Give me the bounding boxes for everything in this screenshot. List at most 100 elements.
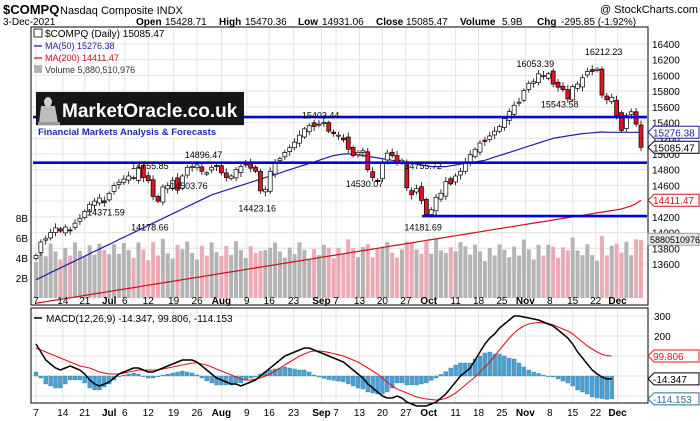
macd-hist-bar (511, 358, 517, 377)
close-last-badge-text: 15085.47 (653, 143, 695, 154)
price-annotation: 14755.85 (131, 161, 169, 171)
open-value: 15428.71 (165, 17, 207, 28)
macd-hist-bar (594, 375, 600, 399)
macd-value-badge-shape (647, 372, 700, 386)
macd-hist-bar (185, 371, 190, 377)
macd-x-tick: 23 (288, 408, 300, 419)
price-axis: 1360013800140001420014400146001480015000… (647, 40, 700, 271)
candle-body (48, 232, 53, 239)
macd-hist-bar (448, 367, 453, 377)
macd-hist-bar (409, 375, 414, 386)
macd-x-tick: Oct (420, 408, 437, 419)
macd-hist-bar (204, 375, 209, 382)
volume-bar (199, 245, 204, 298)
candle-body (101, 200, 107, 204)
candle-body (72, 222, 78, 228)
volume-bar (448, 247, 453, 298)
price-x-tick: 20 (377, 296, 389, 307)
macd-x-tick: Nov (516, 408, 535, 419)
candle-body (321, 122, 327, 124)
macd-hist-bar (541, 374, 546, 377)
candle-body (555, 81, 561, 88)
volume-bar (292, 254, 297, 298)
macd-x-tick: 22 (590, 408, 602, 419)
price-annotation: 16053.39 (517, 59, 555, 69)
macd-legend: MACD(12,26,9) -14.347, 99.806, -114.153 (46, 314, 233, 325)
volume-bar (370, 257, 375, 298)
macd-hist-bar (43, 375, 48, 385)
candle-body (219, 165, 224, 174)
macd-panel: -100010020030099.806-14.347-114.153 7142… (30, 307, 700, 419)
macd-hist-bar (390, 375, 395, 389)
macd-hist-bar (580, 375, 585, 393)
volume-bar (48, 243, 53, 298)
legend-ma50: MA(50) 15276.38 (45, 41, 115, 51)
macd-hist-bar (492, 353, 497, 377)
volume-bar (160, 239, 165, 298)
volume-bar (438, 250, 443, 298)
macd-hist-bar (150, 375, 156, 379)
macd-hist-bar (551, 375, 556, 378)
candle-body (189, 166, 195, 168)
volume-bar (595, 260, 600, 298)
volume-bar (609, 245, 614, 298)
candle-body (53, 227, 58, 233)
macd-x-tick: 26 (191, 408, 203, 419)
candle-body (458, 170, 463, 176)
macd-hist-bar (160, 374, 166, 377)
volume-bar (570, 237, 575, 298)
volume-bar (112, 244, 117, 298)
macd-hist-bar (453, 364, 458, 377)
price-x-tick: 26 (191, 296, 203, 307)
price-annotation: 14530.07 (346, 179, 384, 189)
candle-body (253, 166, 258, 172)
volume-bar (195, 259, 200, 298)
volume-last-text: 5880510976 (650, 235, 700, 245)
candle-body (584, 71, 590, 76)
volume-bar (63, 248, 68, 298)
macd-hist-bar (126, 373, 131, 377)
macd-hist-bar (590, 375, 595, 398)
macd-hist-bar (155, 375, 161, 377)
price-tick-label: 16200 (652, 56, 680, 67)
volume-bar (209, 242, 214, 298)
volume-bar (312, 249, 317, 298)
candle-body (589, 69, 595, 72)
macd-x-tick: 14 (57, 408, 69, 419)
volume-bar (248, 246, 253, 298)
macd-hist-bar (336, 375, 341, 382)
macd-x-tick: Jul (102, 408, 117, 419)
volume-bar (73, 242, 78, 298)
volume-bar (58, 259, 63, 298)
candle-body (604, 95, 610, 101)
volume-bar (468, 254, 473, 298)
macd-hist-bar (385, 375, 390, 393)
macd-value-badge-text: -14.347 (653, 375, 687, 386)
macd-histogram (33, 351, 614, 400)
macd-tick-label: 300 (654, 312, 671, 323)
candle-body (204, 172, 210, 175)
volume-bar (263, 250, 268, 298)
low-value: 14931.06 (322, 17, 364, 28)
candle-body (350, 147, 356, 156)
macd-x-tick: Sep (312, 408, 330, 419)
candle-body (38, 241, 44, 253)
macd-hist-bar (136, 373, 141, 377)
close-last-badge-shape (647, 140, 700, 154)
candle-body (131, 177, 136, 179)
candle-body (355, 152, 361, 155)
price-x-tick: 19 (168, 296, 180, 307)
candle-body (477, 142, 483, 153)
volume-bar (375, 248, 380, 298)
candle-body (433, 196, 439, 212)
macd-hist-bar (341, 375, 346, 383)
volume-bar (512, 246, 517, 298)
price-panel: 2B 4B 6B 8B 14371.59 14178.66 14755.8514503.7… (16, 26, 700, 307)
price-x-tick: 7 (333, 296, 339, 307)
candle-body (277, 158, 283, 161)
volume-bar (190, 252, 195, 298)
macd-x-tick: 8 (547, 408, 553, 419)
macd-hist-bar (346, 375, 351, 385)
macd-x-tick: 15 (567, 408, 579, 419)
candle-body (326, 122, 332, 132)
